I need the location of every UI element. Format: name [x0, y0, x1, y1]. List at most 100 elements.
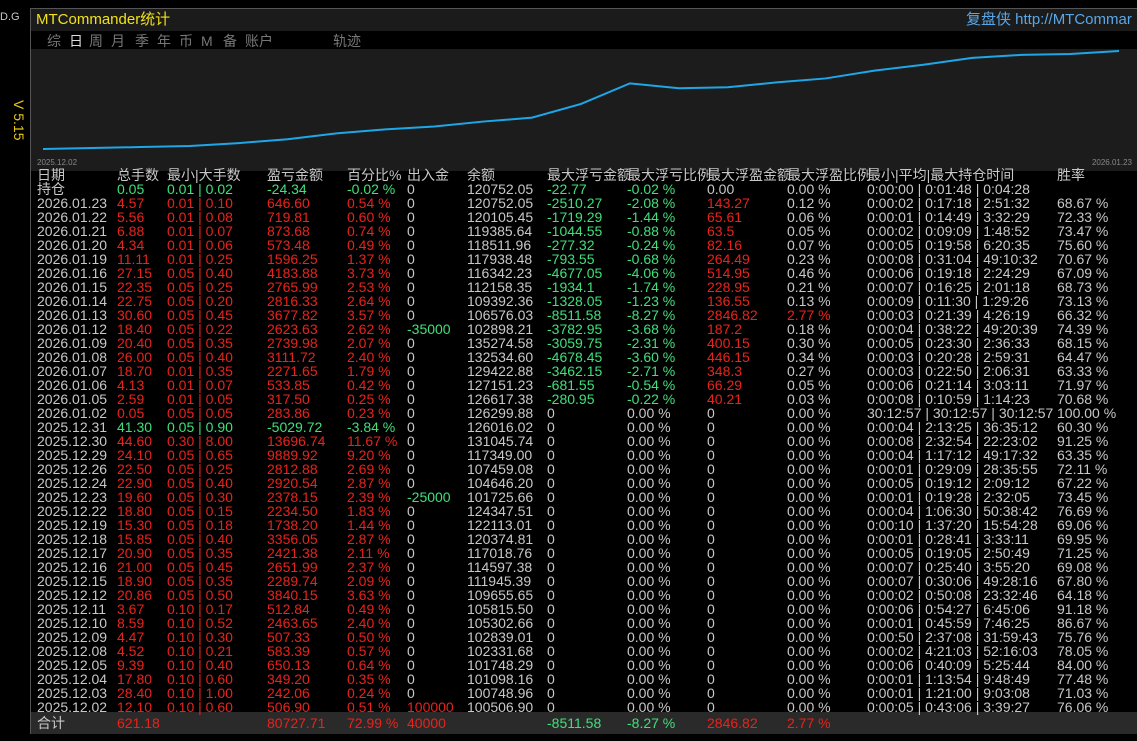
cell: 0.00 %: [787, 545, 831, 561]
cell: -3.60 %: [627, 349, 676, 365]
cell: 0:00:04 | 1:06:30 | 50:38:42: [867, 503, 1038, 519]
cell: 2025.12.22: [37, 503, 108, 519]
cell: 105815.50: [467, 601, 534, 617]
cell: 0.05 | 0.18: [167, 517, 233, 533]
tab[interactable]: 年: [157, 33, 171, 49]
cell: 0.05: [117, 181, 145, 197]
cell: 0.00 %: [787, 699, 831, 715]
cell: 63.35 %: [1057, 447, 1109, 463]
tab[interactable]: M: [201, 33, 213, 49]
cell: 70.68 %: [1057, 391, 1109, 407]
cell: 15.85: [117, 531, 153, 547]
cell: 8.59: [117, 615, 145, 631]
cell: -3.68 %: [627, 321, 676, 337]
cell: 0:00:05 | 0:19:12 | 2:09:12: [867, 475, 1030, 491]
cell: 0.00 %: [787, 405, 831, 421]
cell: 0: [407, 503, 415, 519]
cell: 2026.01.07: [37, 363, 108, 379]
cell: 317.50: [267, 391, 310, 407]
tab[interactable]: 月: [111, 33, 125, 49]
cell: 0.00 %: [627, 671, 671, 687]
cell: -2.71 %: [627, 363, 676, 379]
cell: 0:00:06 | 0:54:27 | 6:45:06: [867, 601, 1030, 617]
tab[interactable]: 账户: [245, 33, 273, 49]
cell: 4.13: [117, 377, 145, 393]
cell: 0: [547, 545, 555, 561]
cell: 0.10 | 0.60: [167, 699, 233, 715]
cell: 100.00 %: [1057, 405, 1117, 421]
cell: 0.03 %: [787, 391, 831, 407]
cell: 104646.20: [467, 475, 534, 491]
cell: 0:00:01 | 1:21:00 | 9:03:08: [867, 685, 1030, 701]
cell: 101725.66: [467, 489, 534, 505]
cell: -0.88 %: [627, 223, 676, 239]
cell: 0: [407, 447, 415, 463]
cell: 86.67 %: [1057, 615, 1109, 631]
cell: 3.67: [117, 601, 145, 617]
tab[interactable]: 季: [135, 33, 149, 49]
cell: 0.24 %: [347, 685, 391, 701]
cell: 30:12:57 | 30:12:57 | 30:12:57: [867, 405, 1054, 421]
cell: 22.50: [117, 461, 153, 477]
cell: -0.68 %: [627, 251, 676, 267]
cell: 41.30: [117, 419, 153, 435]
tab[interactable]: 备: [223, 33, 237, 49]
cell: 0:00:05 | 0:23:30 | 2:36:33: [867, 335, 1030, 351]
column-header: 胜率: [1057, 167, 1085, 183]
cell: 2026.01.02: [37, 405, 108, 421]
cell: 2025.12.12: [37, 587, 108, 603]
tab[interactable]: 轨迹: [333, 33, 361, 49]
cell: 0: [707, 405, 715, 421]
cell: 0.01 | 0.08: [167, 209, 233, 225]
cell: 2920.54: [267, 475, 318, 491]
cell: 0.64 %: [347, 657, 391, 673]
cell: 187.2: [707, 321, 743, 337]
cell: 0.34 %: [787, 349, 831, 365]
tab[interactable]: 币: [179, 33, 193, 49]
cell: -0.02 %: [347, 181, 396, 197]
tab[interactable]: 日: [69, 33, 83, 49]
cell: -280.95: [547, 391, 595, 407]
cell: 9889.92: [267, 447, 318, 463]
cell: 136.55: [707, 293, 750, 309]
column-header: 余额: [467, 167, 495, 183]
footer-cell: 80727.71: [267, 715, 326, 731]
cell: 0: [707, 615, 715, 631]
cell: 0: [547, 601, 555, 617]
cell: -2.08 %: [627, 195, 676, 211]
tab[interactable]: 周: [89, 33, 103, 49]
cell: 0: [707, 657, 715, 673]
cell: 0.00 %: [627, 461, 671, 477]
cell: 0.01 | 0.02: [167, 181, 233, 197]
cell: 2026.01.15: [37, 279, 108, 295]
footer-cell: 2.77 %: [787, 715, 831, 731]
cell: 9.20 %: [347, 447, 391, 463]
cell: 0: [707, 601, 715, 617]
cell: 400.15: [707, 335, 750, 351]
cell: 0.10 | 1.00: [167, 685, 233, 701]
cell: 349.20: [267, 671, 310, 687]
cell: 66.29: [707, 377, 743, 393]
cell: -4678.45: [547, 349, 603, 365]
cell: 2378.15: [267, 489, 318, 505]
cell: 0.05: [117, 405, 145, 421]
tab[interactable]: 综: [47, 33, 61, 49]
cell: 0.01 | 0.05: [167, 391, 233, 407]
cell: 82.16: [707, 237, 743, 253]
link[interactable]: 复盘侠 http://MTCommar: [966, 11, 1132, 28]
cell: 283.86: [267, 405, 310, 421]
cell: 5.56: [117, 209, 145, 225]
cell: 129422.88: [467, 363, 534, 379]
cell: 76.06 %: [1057, 699, 1109, 715]
cell: 2.87 %: [347, 475, 391, 491]
cell: 30.60: [117, 307, 153, 323]
cell: 2.59: [117, 391, 145, 407]
cell: 100000: [407, 699, 454, 715]
cell: 0.00 %: [787, 573, 831, 589]
equity-chart: 2025.12.02 2026.01.23: [37, 50, 1133, 167]
cell: 0:00:05 | 0:43:06 | 3:39:27: [867, 699, 1030, 715]
cell: 74.39 %: [1057, 321, 1109, 337]
cell: 0.10 | 0.17: [167, 601, 233, 617]
cell: 18.40: [117, 321, 153, 337]
cell: 0: [407, 685, 415, 701]
